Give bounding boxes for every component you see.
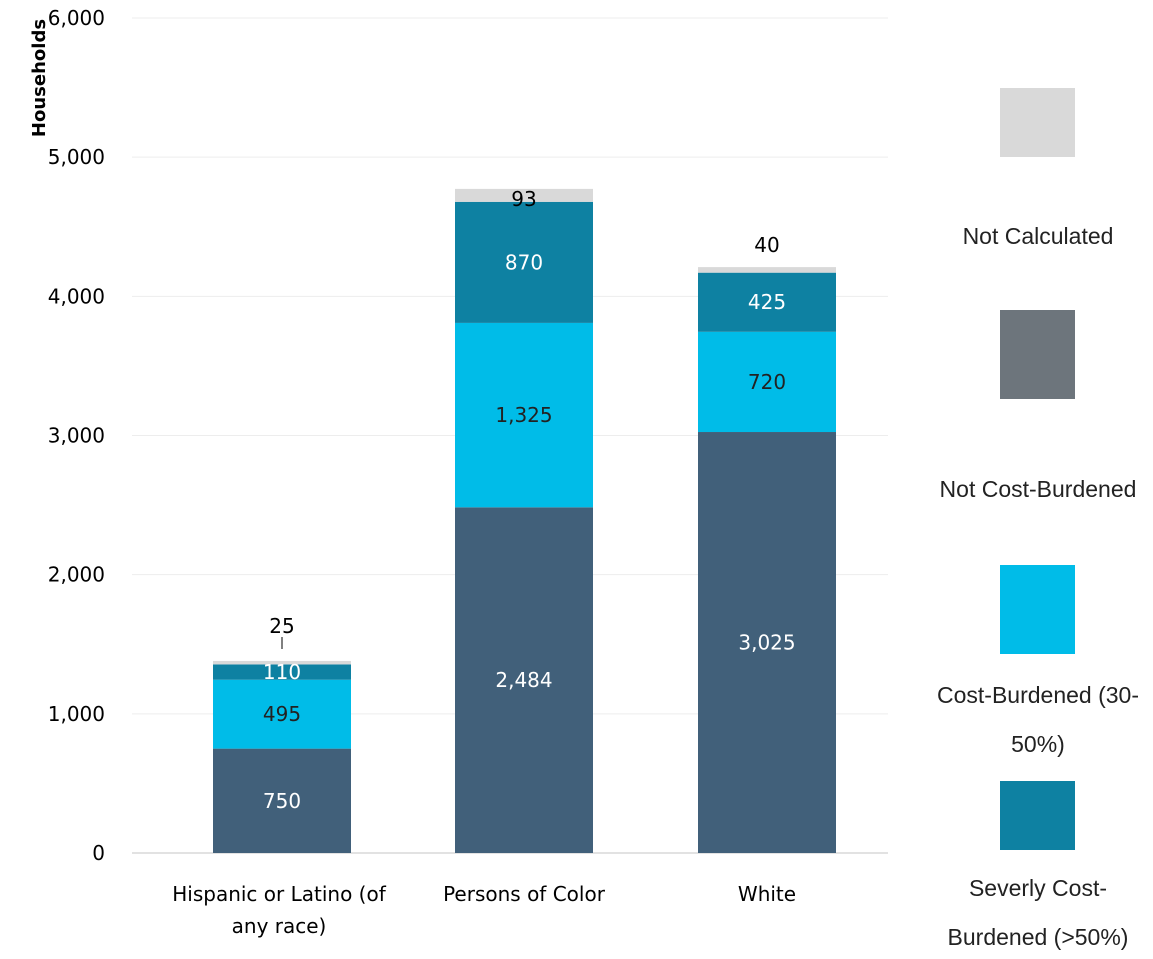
data-label: 1,325: [495, 403, 552, 427]
legend-swatch: [1000, 565, 1075, 654]
legend-label: Not Cost-Burdened: [940, 476, 1137, 502]
x-tick-label: Persons of Color: [443, 882, 606, 906]
legend-swatch: [1000, 310, 1075, 399]
bar-stack: 2,484 1,325 870 93: [455, 187, 593, 853]
data-label: 93: [511, 187, 536, 211]
legend-label: Not Calculated: [963, 223, 1114, 249]
legend: Not Calculated Not Cost-Burdened Cost-Burd…: [937, 88, 1139, 950]
data-label: 870: [505, 250, 543, 274]
bar-segment: [213, 664, 351, 680]
bar-segment: [213, 679, 351, 749]
legend-item: Cost-Burdened (30- 50%): [937, 565, 1139, 757]
data-label: 3,025: [738, 631, 795, 655]
data-label: 110: [263, 660, 301, 684]
bar-segment: [213, 660, 351, 665]
x-tick-label: Hispanic or Latino (of: [172, 882, 386, 906]
y-axis: 0 1,000 2,000 3,000 4,000 5,000 6,000: [48, 6, 105, 865]
bar-segment: [698, 267, 836, 273]
y-tick-label: 1,000: [48, 702, 105, 726]
legend-swatch: [1000, 781, 1075, 850]
y-tick-label: 6,000: [48, 6, 105, 30]
bar-stack: 3,025 720 425 40: [698, 233, 836, 853]
y-tick-label: 4,000: [48, 284, 105, 308]
legend-swatch: [1000, 88, 1075, 157]
bar-stack: 750 495 110 25: [213, 614, 351, 853]
x-axis: Hispanic or Latino (of any race) Persons o…: [172, 882, 796, 938]
bar-segment: [698, 272, 836, 332]
legend-label: Severly Cost-: [969, 875, 1107, 901]
legend-label: Cost-Burdened (30-: [937, 682, 1139, 708]
data-label: 720: [748, 370, 786, 394]
y-tick-label: 5,000: [48, 145, 105, 169]
bar-segment: [455, 201, 593, 323]
y-tick-label: 0: [92, 841, 105, 865]
bars: 750 495 110 25 2,484 1,325 870 93 3,025 720 425 40: [213, 187, 836, 853]
data-label: 495: [263, 702, 301, 726]
legend-label: Burdened (>50%): [948, 924, 1129, 950]
y-tick-label: 2,000: [48, 563, 105, 587]
bar-segment: [455, 322, 593, 508]
bar-segment: [698, 432, 836, 853]
legend-item: Not Cost-Burdened: [940, 310, 1137, 502]
data-label: 425: [748, 290, 786, 314]
bar-segment: [213, 748, 351, 853]
x-tick-label: any race): [232, 914, 327, 938]
bar-segment: [455, 188, 593, 202]
data-label: 2,484: [495, 668, 552, 692]
data-label: 25: [269, 614, 294, 638]
legend-item: Not Calculated: [963, 88, 1114, 249]
legend-item: Severly Cost- Burdened (>50%): [948, 781, 1129, 950]
y-tick-label: 3,000: [48, 424, 105, 448]
legend-label: 50%): [1011, 731, 1065, 757]
data-label: 750: [263, 789, 301, 813]
data-label: 40: [754, 233, 779, 257]
x-tick-label: White: [738, 882, 796, 906]
bar-segment: [698, 331, 836, 433]
y-axis-title: Households: [29, 19, 50, 137]
bar-segment: [455, 507, 593, 853]
